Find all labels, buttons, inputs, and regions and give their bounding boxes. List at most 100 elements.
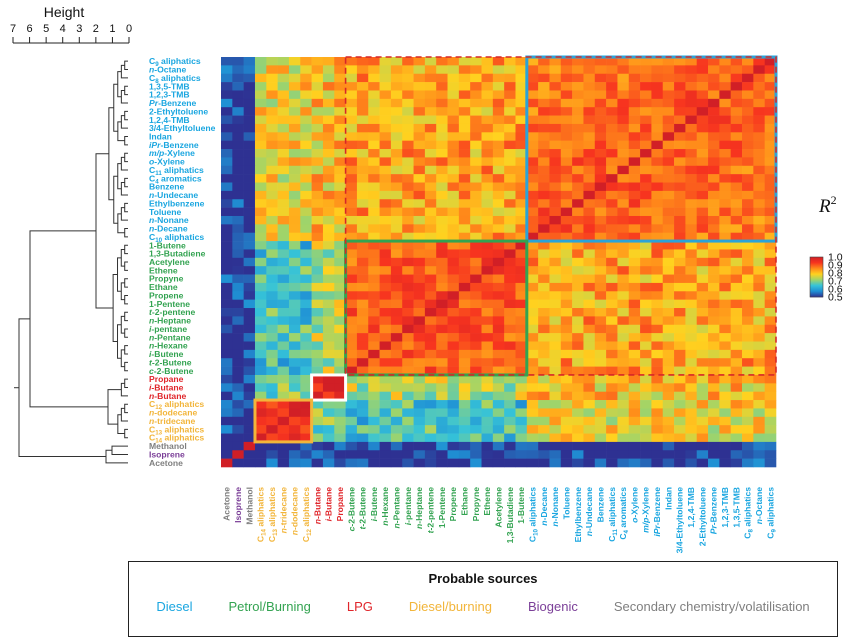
- heatmap-cell: [742, 441, 754, 451]
- heatmap-cell: [379, 182, 392, 192]
- heatmap-cell: [549, 333, 562, 342]
- heatmap-cell: [685, 207, 698, 217]
- heatmap-cell: [300, 73, 312, 83]
- heatmap-cell: [696, 358, 709, 367]
- heatmap-cell: [764, 224, 777, 234]
- heatmap-cell: [470, 190, 482, 200]
- heatmap-cell: [447, 174, 460, 183]
- heatmap-cell: [311, 224, 324, 234]
- heatmap-cell: [674, 274, 686, 284]
- heatmap-cell: [322, 132, 335, 141]
- heatmap-cell: [424, 341, 437, 351]
- heatmap-cell: [436, 98, 448, 108]
- heatmap-cell: [356, 266, 369, 275]
- heatmap-cell: [266, 433, 278, 443]
- heatmap-cell: [583, 98, 596, 108]
- heatmap-cell: [254, 82, 267, 91]
- heatmap-cell: [674, 358, 686, 367]
- heatmap-cell: [606, 73, 618, 83]
- heatmap-cell: [447, 249, 460, 259]
- column-label: 1,3,5-TMB: [731, 487, 741, 528]
- heatmap-cell: [458, 90, 471, 100]
- heatmap-cell: [538, 366, 550, 376]
- heatmap-cell: [221, 366, 233, 376]
- heatmap-cell: [254, 257, 267, 267]
- heatmap-cell: [764, 132, 777, 141]
- heatmap-cell: [492, 299, 505, 309]
- heatmap-cell: [254, 425, 267, 434]
- heatmap-cell: [538, 140, 550, 150]
- heatmap-cell: [266, 316, 278, 326]
- heatmap-cell: [538, 123, 550, 133]
- heatmap-cell: [753, 425, 765, 434]
- colorbar-segment: [810, 278, 823, 280]
- heatmap-cell: [368, 65, 380, 75]
- heatmap-cell: [458, 308, 471, 317]
- heatmap-cell: [583, 115, 596, 125]
- heatmap-cell: [583, 358, 596, 367]
- heatmap-cell: [708, 82, 720, 91]
- heatmap-cell: [436, 383, 448, 392]
- heatmap-cell: [674, 82, 686, 91]
- heatmap-cell: [300, 90, 312, 100]
- heatmap-cell: [470, 374, 482, 384]
- heatmap-cell: [481, 257, 494, 267]
- heatmap-cell: [764, 241, 777, 250]
- heatmap-cell: [651, 215, 664, 225]
- heatmap-cell: [583, 190, 596, 200]
- heatmap-cell: [345, 274, 358, 284]
- heatmap-cell: [311, 341, 324, 351]
- heatmap-cell: [753, 341, 765, 351]
- heatmap-cell: [674, 90, 686, 100]
- heatmap-cell: [674, 115, 686, 125]
- heatmap-cell: [322, 416, 335, 426]
- heatmap-cell: [628, 215, 641, 225]
- heatmap-cell: [322, 274, 335, 284]
- heatmap-cell: [753, 299, 765, 309]
- heatmap-cell: [447, 182, 460, 192]
- heatmap-cell: [413, 366, 426, 376]
- heatmap-cell: [628, 174, 641, 183]
- column-label: 1,2,4-TMB: [686, 487, 696, 528]
- row-label: C10 aliphatics: [149, 232, 204, 244]
- heatmap-cell: [572, 408, 584, 418]
- heatmap-cell: [300, 299, 312, 309]
- heatmap-cell: [243, 73, 256, 83]
- heatmap-cell: [708, 257, 720, 267]
- heatmap-cell: [368, 433, 380, 443]
- heatmap-cell: [526, 341, 539, 351]
- heatmap-cell: [606, 458, 618, 468]
- heatmap-cell: [243, 408, 256, 418]
- heatmap-cell: [243, 207, 256, 217]
- heatmap-cell: [424, 132, 437, 141]
- heatmap-cell: [402, 333, 414, 342]
- heatmap-cell: [266, 291, 278, 300]
- heatmap-cell: [560, 98, 573, 108]
- heatmap-cell: [719, 341, 731, 351]
- heatmap-cell: [583, 400, 596, 409]
- dendrogram-link: [124, 311, 128, 322]
- heatmap-cell: [560, 90, 573, 100]
- heatmap-cell: [481, 157, 494, 167]
- heatmap-cell: [538, 157, 550, 167]
- heatmap-cell: [572, 115, 584, 125]
- heatmap-cell: [254, 266, 267, 275]
- heatmap-cell: [572, 82, 584, 91]
- heatmap-cell: [515, 425, 528, 434]
- heatmap-cell: [345, 90, 358, 100]
- heatmap-cell: [424, 73, 437, 83]
- heatmap-cell: [696, 132, 709, 141]
- heatmap-cell: [221, 215, 233, 225]
- heatmap-cell: [742, 450, 754, 459]
- heatmap-cell: [730, 174, 743, 183]
- heatmap-cell: [322, 425, 335, 434]
- heatmap-cell: [311, 57, 324, 66]
- colorbar-segment: [810, 276, 823, 278]
- heatmap-cell: [594, 224, 607, 234]
- heatmap-cell: [266, 123, 278, 133]
- heatmap-cell: [447, 274, 460, 284]
- row-label: o-Xylene: [149, 157, 185, 167]
- heatmap-cell: [232, 358, 244, 367]
- heatmap-cell: [549, 291, 562, 300]
- heatmap-cell: [334, 65, 346, 75]
